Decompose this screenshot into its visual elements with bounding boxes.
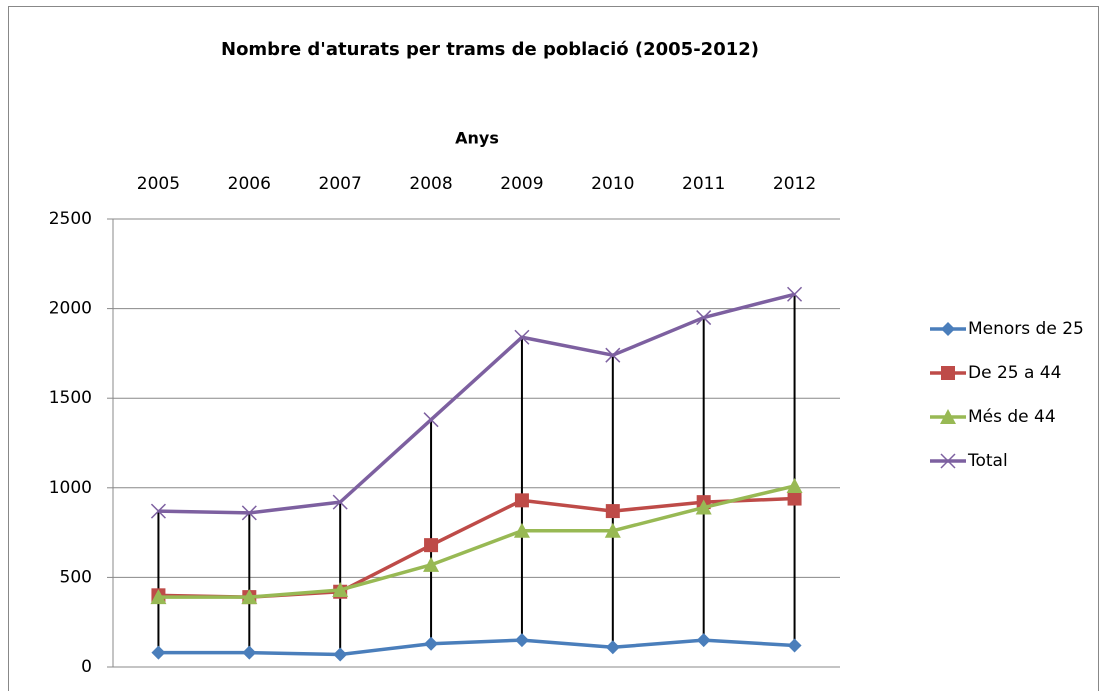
x-axis-title: Anys — [455, 129, 499, 148]
data-point — [151, 645, 166, 660]
x-tick-label: 2005 — [137, 174, 180, 194]
legend-item: De 25 a 44 — [930, 363, 1061, 383]
x-tick-label: 2007 — [319, 174, 362, 194]
y-tick-label: 500 — [60, 567, 92, 587]
data-point — [332, 494, 348, 510]
legend-marker — [940, 453, 956, 469]
data-point — [332, 581, 349, 597]
x-tick-label: 2006 — [228, 174, 271, 194]
legend-item: Menors de 25 — [930, 319, 1084, 339]
legend-label: Més de 44 — [968, 407, 1056, 427]
y-tick-label: 2000 — [49, 299, 92, 319]
x-tick-label: 2010 — [591, 174, 634, 194]
data-point — [333, 647, 348, 662]
y-tick-label: 2500 — [49, 209, 92, 229]
legend-item: Total — [930, 451, 1008, 471]
legend-item: Més de 44 — [930, 407, 1056, 427]
data-point — [424, 636, 439, 651]
data-point — [150, 589, 167, 605]
x-tick-label: 2011 — [682, 174, 725, 194]
data-point — [150, 503, 166, 519]
data-point — [787, 491, 802, 506]
data-point — [695, 499, 712, 515]
data-point — [514, 329, 530, 345]
series-line — [158, 484, 795, 599]
legend-label: De 25 a 44 — [968, 363, 1061, 383]
legend-marker — [940, 409, 956, 424]
data-point — [605, 504, 620, 519]
data-point — [605, 640, 620, 655]
x-tick-label: 2009 — [500, 174, 543, 194]
data-point — [514, 493, 529, 508]
data-point — [696, 633, 711, 648]
data-point — [787, 286, 803, 302]
series-line — [158, 292, 795, 515]
legend-label: Total — [967, 451, 1008, 471]
y-tick-label: 1500 — [49, 388, 92, 408]
y-tick-label: 1000 — [49, 478, 92, 498]
legend-marker — [941, 322, 955, 336]
data-point — [423, 556, 440, 572]
data-point — [514, 633, 529, 648]
x-tick-label: 2012 — [773, 174, 816, 194]
data-point — [787, 638, 802, 653]
data-point — [786, 478, 803, 494]
chart-border — [8, 6, 1099, 691]
data-point — [242, 645, 257, 660]
y-tick-label: 0 — [81, 657, 92, 677]
data-point — [696, 310, 712, 326]
legend-marker — [941, 366, 955, 380]
series-line — [158, 638, 795, 657]
data-point — [605, 347, 621, 363]
data-point — [241, 505, 257, 521]
legend-label: Menors de 25 — [968, 319, 1084, 339]
chart-title: Nombre d'aturats per trams de població (… — [221, 39, 759, 60]
data-point — [604, 522, 621, 538]
x-tick-label: 2008 — [409, 174, 452, 194]
data-point — [513, 522, 530, 538]
data-point — [241, 589, 258, 605]
data-point — [424, 538, 439, 553]
data-point — [423, 412, 439, 428]
